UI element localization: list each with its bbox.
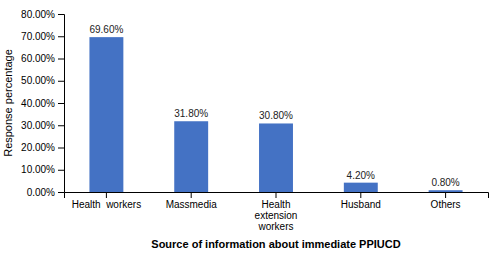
tick: 60.00% (21, 53, 64, 64)
bars (89, 37, 462, 192)
tick-mark (58, 81, 64, 82)
tick: Health workers (72, 192, 141, 210)
y-axis: 0.00% 10.00% 20.00% 30.00% 40.00% 50.00% 60.00… (21, 9, 64, 198)
data-label: 30.80% (259, 110, 293, 121)
tick-label: Massmedia (166, 199, 218, 210)
tick: 20.00% (21, 142, 64, 153)
tick: 10.00% (21, 164, 64, 175)
chart: 0.00% 10.00% 20.00% 30.00% 40.00% 50.00% 60.00… (0, 0, 500, 254)
bar (174, 121, 208, 192)
y-axis-title: Response percentage (2, 49, 14, 157)
data-label: 69.60% (89, 24, 123, 35)
tick-label: Healthextensionworkers (255, 199, 298, 232)
data-labels: 69.60% 31.80% 30.80% 4.20% 0.80% (89, 24, 459, 188)
tick-mark (58, 59, 64, 60)
tick-label: 0.00% (27, 187, 55, 198)
tick-mark (58, 170, 64, 171)
axis-line (65, 193, 489, 199)
tick-label: 20.00% (21, 142, 55, 153)
tick-mark (106, 192, 107, 198)
tick-mark (58, 14, 64, 15)
axis-line (58, 15, 65, 193)
tick-mark (276, 192, 277, 198)
tick-label: Husband (341, 199, 381, 210)
tick-label: 80.00% (21, 9, 55, 20)
x-axis-title: Source of information about immediate PP… (151, 238, 400, 250)
tick: 50.00% (21, 75, 64, 86)
tick: 30.00% (21, 120, 64, 131)
tick: Others (431, 192, 461, 210)
tick-label: Others (431, 199, 461, 210)
tick-mark (58, 36, 64, 37)
tick: 80.00% (21, 9, 64, 20)
tick-label: 70.00% (21, 31, 55, 42)
tick-label: 50.00% (21, 75, 55, 86)
bar (429, 190, 463, 192)
tick-label: 10.00% (21, 164, 55, 175)
x-axis: Health workers Massmedia Healthextensionwo… (65, 192, 489, 232)
tick-mark (445, 192, 446, 198)
tick: Husband (341, 192, 381, 210)
tick: 40.00% (21, 98, 64, 109)
tick-label: 60.00% (21, 53, 55, 64)
tick-mark (191, 192, 192, 198)
bar (89, 37, 123, 192)
tick-mark (360, 192, 361, 198)
tick-mark (58, 125, 64, 126)
tick: Healthextensionworkers (255, 192, 298, 232)
tick-mark (58, 148, 64, 149)
data-label: 31.80% (174, 108, 208, 119)
tick-mark (58, 103, 64, 104)
bar (259, 123, 293, 192)
data-label: 0.80% (431, 177, 459, 188)
bar (344, 183, 378, 192)
tick-label: Health workers (72, 199, 141, 210)
tick: 70.00% (21, 31, 64, 42)
data-label: 4.20% (347, 170, 375, 181)
tick: 0.00% (27, 187, 64, 198)
tick: Massmedia (166, 192, 218, 210)
tick-label: 30.00% (21, 120, 55, 131)
tick-label: 40.00% (21, 98, 55, 109)
plot: 0.00% 10.00% 20.00% 30.00% 40.00% 50.00% 60.00… (2, 9, 489, 250)
tick-mark (58, 192, 64, 193)
